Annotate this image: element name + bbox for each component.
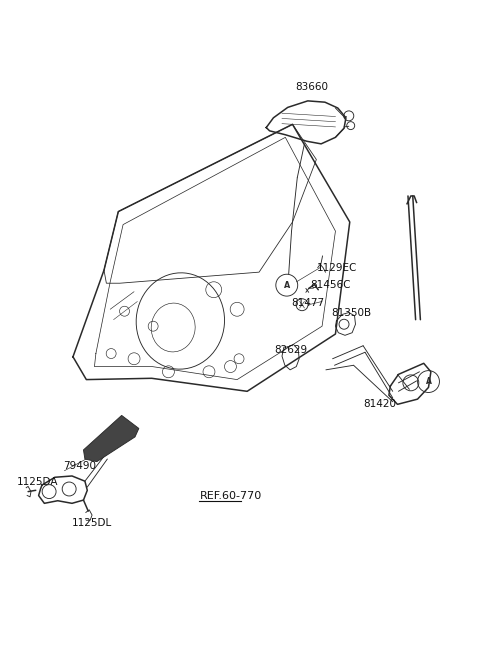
Text: REF.60-770: REF.60-770 [199,491,262,500]
Text: 81420: 81420 [363,400,396,409]
Text: 79490: 79490 [63,460,96,470]
Text: 83660: 83660 [295,82,328,92]
Text: 81477: 81477 [291,298,324,308]
Polygon shape [84,415,139,462]
Text: A: A [284,281,290,290]
Text: A: A [426,377,432,386]
Text: 82629: 82629 [275,345,308,355]
Text: 81350B: 81350B [332,308,372,318]
Text: 1125DA: 1125DA [17,477,58,487]
Text: 1125DL: 1125DL [72,518,112,528]
Text: 81456C: 81456C [311,280,351,290]
Text: 1129EC: 1129EC [316,263,357,272]
